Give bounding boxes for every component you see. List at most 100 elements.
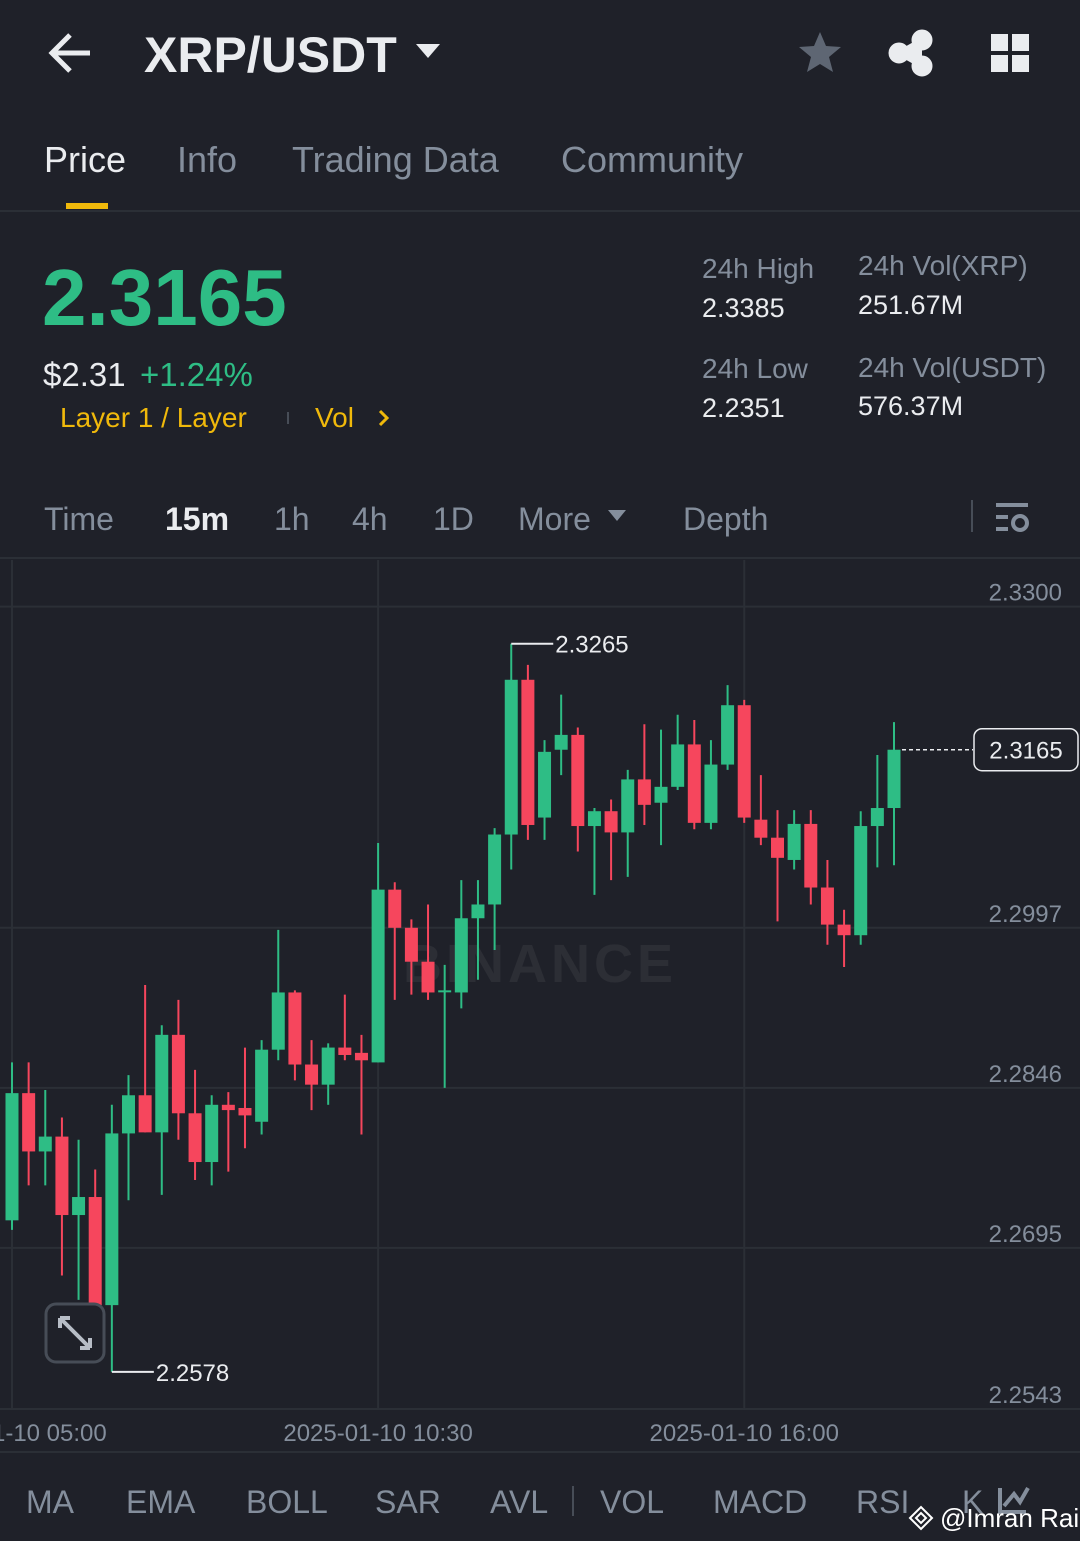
y-tick-label: 2.2695 [989, 1221, 1062, 1248]
candle-body [787, 823, 801, 860]
candle-body [554, 734, 568, 750]
candle-body [321, 1047, 335, 1085]
chart-watermark: BINANCE [403, 934, 677, 994]
share-icon[interactable] [888, 29, 933, 77]
candle-body [637, 779, 651, 805]
dropdown-icon[interactable] [416, 44, 440, 58]
interval[interactable]: 15m [165, 501, 230, 537]
candle-body [38, 1136, 52, 1152]
tab[interactable]: Price [44, 139, 127, 180]
indicator[interactable]: SAR [375, 1484, 441, 1520]
indicator[interactable]: RSI [856, 1484, 910, 1520]
tab[interactable]: Trading Data [292, 139, 499, 180]
candle-body [255, 1049, 269, 1122]
candle-body [105, 1133, 119, 1306]
indicator[interactable]: K [962, 1484, 984, 1520]
indicator-icon[interactable] [998, 1487, 1030, 1514]
candle-body [587, 811, 601, 827]
candle-body [22, 1093, 36, 1152]
candle-body [404, 927, 418, 962]
indicator[interactable]: AVL [490, 1484, 549, 1520]
interval[interactable]: 1D [433, 501, 474, 537]
candle-body [687, 744, 701, 823]
candle-body [721, 705, 735, 765]
tab[interactable]: Info [177, 139, 238, 180]
tab[interactable]: Community [561, 139, 744, 180]
candle-body [55, 1136, 69, 1216]
candle-body [870, 808, 884, 827]
chevron[interactable] [378, 409, 390, 427]
candle-body [5, 1093, 19, 1221]
candle-body [188, 1113, 202, 1163]
candle-body [155, 1034, 169, 1133]
indicator[interactable]: MACD [713, 1484, 808, 1520]
pair-title[interactable]: XRP/USDT [144, 27, 397, 83]
more-caret[interactable] [608, 510, 626, 521]
candle-body [820, 887, 834, 925]
back-icon[interactable] [48, 33, 90, 73]
candle-body [471, 904, 485, 919]
expand-button[interactable] [44, 1302, 106, 1364]
indicator[interactable]: MA [26, 1484, 74, 1520]
candle-body [371, 889, 385, 1063]
candle-body [221, 1104, 235, 1111]
last-price-label: 2.3165 [989, 738, 1062, 765]
interval[interactable]: More [518, 501, 591, 537]
candle-body [654, 786, 668, 803]
candle-body [354, 1052, 368, 1061]
candle-body [121, 1095, 135, 1134]
candle-body [538, 751, 552, 818]
candle-body [837, 924, 851, 936]
tag[interactable]: Layer 1 / Layer [60, 402, 247, 433]
y-tick-label: 2.2543 [989, 1382, 1062, 1409]
candle-body [671, 744, 685, 787]
candle-body [621, 779, 635, 833]
candle-body [388, 889, 402, 928]
candle-body [171, 1034, 185, 1114]
y-tick-label: 2.3300 [989, 580, 1062, 607]
candle-body [454, 918, 468, 993]
candle-body [238, 1107, 252, 1116]
star-icon[interactable] [799, 32, 841, 72]
candle-body [138, 1095, 152, 1133]
candle-body [887, 749, 901, 809]
candle-body [804, 823, 818, 888]
tag[interactable]: Vol [315, 402, 354, 433]
interval[interactable]: 1h [274, 501, 310, 537]
interval[interactable]: Depth [683, 501, 769, 537]
stat-label: 24h Vol(USDT) [858, 352, 1047, 383]
candle-body [771, 837, 785, 858]
candle-body [288, 992, 302, 1065]
candle-body [72, 1197, 86, 1216]
grid-icon[interactable] [991, 34, 1029, 72]
price-change: +1.24% [140, 356, 253, 393]
chart-settings-icon[interactable] [996, 503, 1029, 532]
candle-body [854, 826, 868, 936]
candle-body [338, 1047, 352, 1055]
stat-value: 251.67M [858, 290, 964, 320]
candle-body [704, 764, 718, 823]
last-price: 2.3165 [42, 253, 287, 342]
candle-body [438, 990, 452, 993]
extreme-label: 2.3265 [555, 632, 628, 659]
interval[interactable]: 4h [352, 501, 388, 537]
candle-body [737, 705, 751, 818]
tab-indicator [66, 203, 108, 209]
watermark-icon [908, 1505, 934, 1531]
stat-value: 576.37M [858, 391, 964, 421]
indicator[interactable]: BOLL [246, 1484, 328, 1520]
indicator[interactable]: EMA [126, 1484, 196, 1520]
x-tick-label: 2025-01-10 05:00 [0, 1420, 107, 1447]
indicator[interactable]: VOL [600, 1484, 665, 1520]
stat-label: 24h Low [702, 353, 808, 384]
y-tick-label: 2.2846 [989, 1061, 1062, 1088]
candle-body [88, 1197, 102, 1306]
x-tick-label: 2025-01-10 10:30 [283, 1420, 473, 1447]
stat-label: 24h Vol(XRP) [858, 250, 1028, 281]
candle-body [521, 679, 535, 825]
candle-body [305, 1064, 319, 1085]
stat-label: 24h High [702, 253, 815, 284]
interval[interactable]: Time [44, 501, 114, 537]
